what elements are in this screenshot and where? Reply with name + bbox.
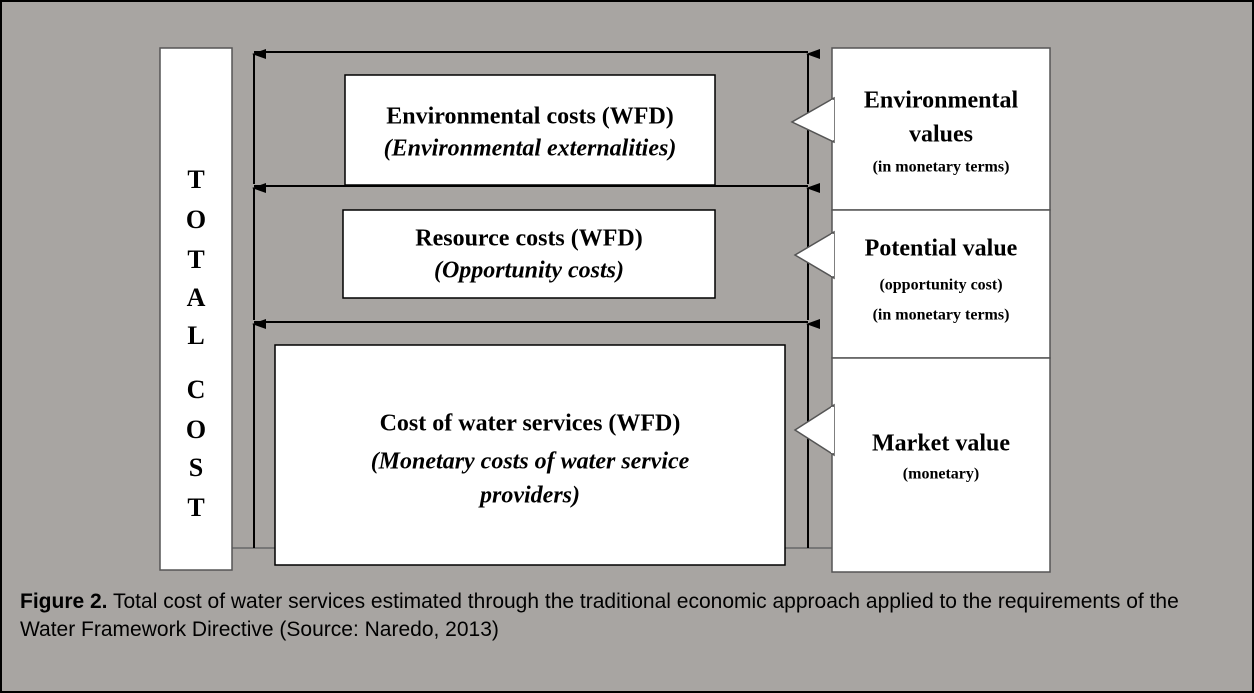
total-letter: T [187, 493, 204, 522]
total-letter: A [187, 283, 206, 312]
layer-box [274, 344, 786, 566]
layer-box [342, 209, 716, 299]
total-cost-box [159, 47, 233, 571]
layer-subtitle: (Opportunity costs) [434, 258, 624, 284]
value-note: (in monetary terms) [873, 307, 1010, 324]
total-letter: O [186, 415, 206, 444]
value-title: Environmental [864, 88, 1019, 114]
layer-subtitle: providers) [478, 483, 580, 509]
caption: Figure 2. Total cost of water services e… [20, 588, 1235, 644]
total-letter: S [189, 453, 203, 482]
layer-box [344, 74, 716, 186]
layer-title: Resource costs (WFD) [415, 226, 643, 252]
total-letter: C [187, 375, 206, 404]
total-letter: O [186, 205, 206, 234]
value-title: Potential value [865, 236, 1018, 262]
value-note: (opportunity cost) [879, 277, 1002, 294]
value-title: Market value [872, 431, 1010, 457]
value-note: (in monetary terms) [873, 159, 1010, 176]
value-note: (monetary) [903, 466, 979, 483]
layer-subtitle: (Environmental externalities) [384, 136, 677, 162]
caption-label: Figure 2. [20, 590, 108, 613]
value-title: values [909, 122, 973, 148]
caption-text: Total cost of water services estimated t… [20, 590, 1179, 641]
value-boxes [790, 47, 1051, 573]
total-letter: T [187, 245, 204, 274]
total-letter: T [187, 165, 204, 194]
total-letter: L [187, 321, 204, 350]
layer-subtitle: (Monetary costs of water service [371, 449, 690, 475]
layer-title: Cost of water services (WFD) [380, 411, 681, 437]
layer-title: Environmental costs (WFD) [386, 104, 674, 130]
